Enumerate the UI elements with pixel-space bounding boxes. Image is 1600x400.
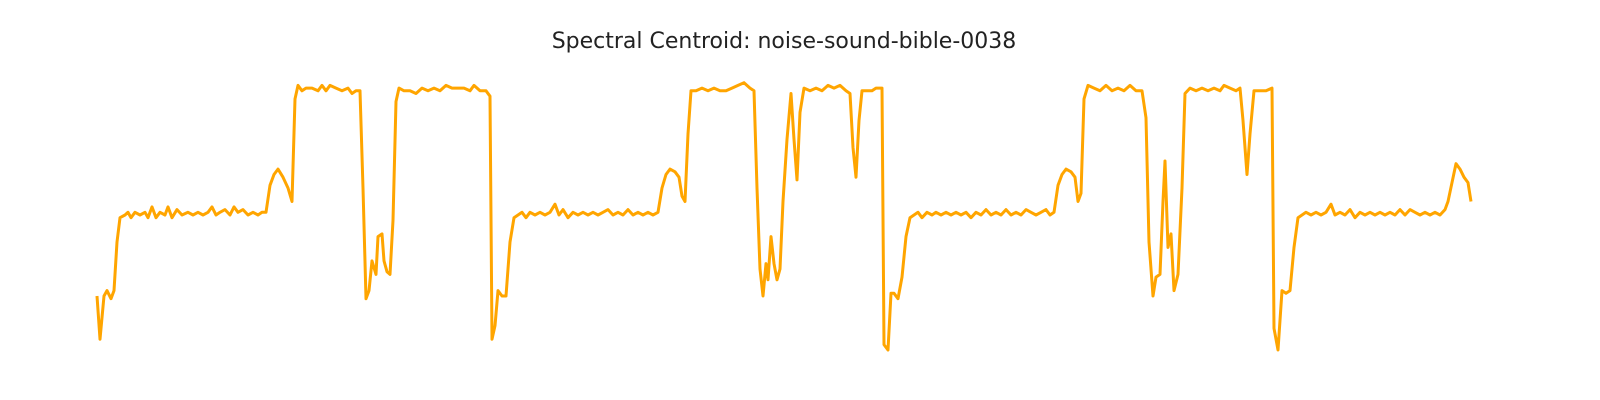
data-line xyxy=(95,81,1473,352)
chart-title: Spectral Centroid: noise-sound-bible-003… xyxy=(552,29,1017,54)
